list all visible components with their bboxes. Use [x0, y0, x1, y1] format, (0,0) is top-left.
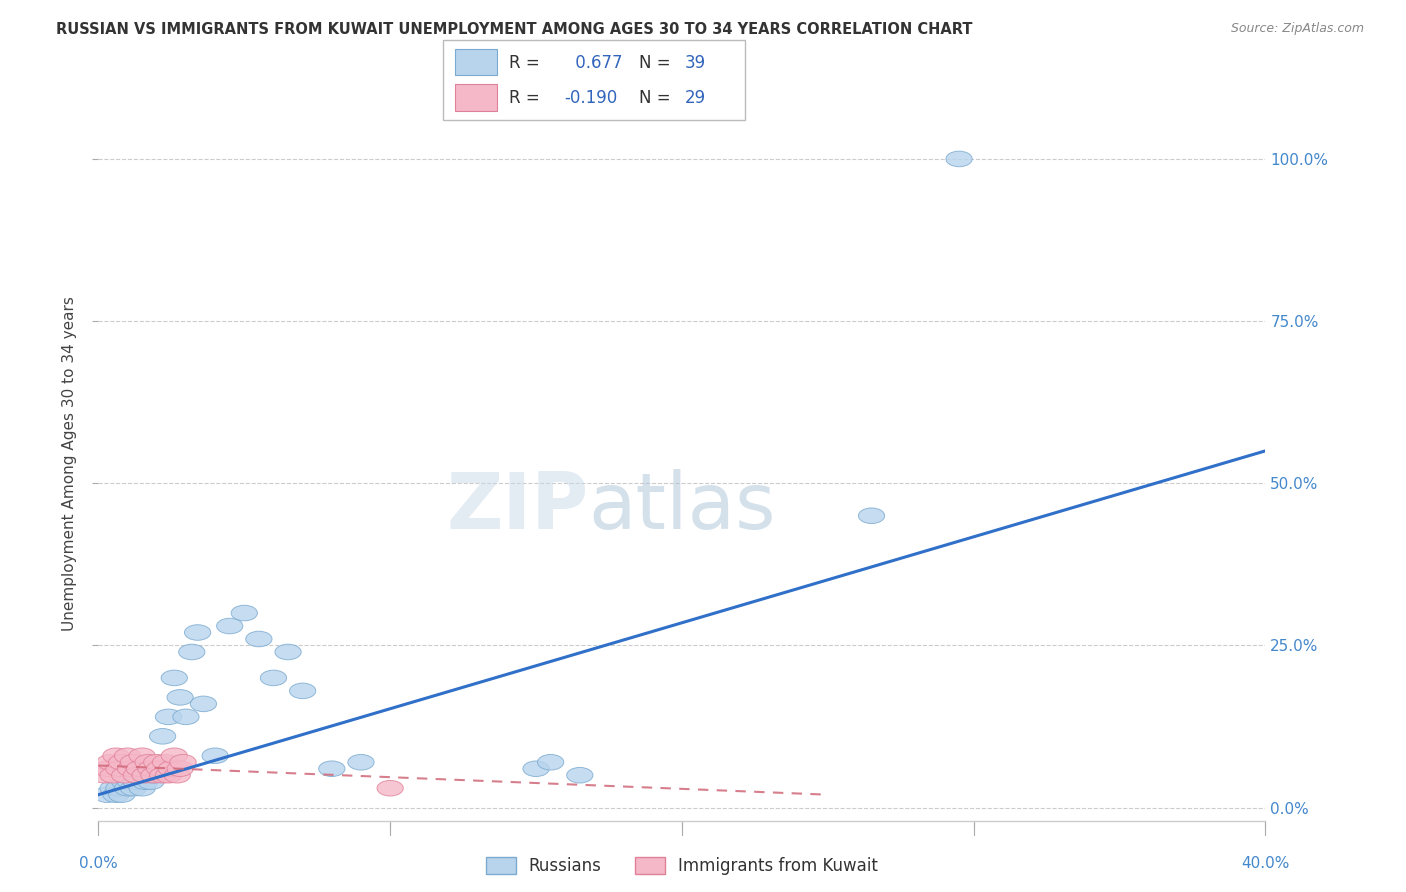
Ellipse shape: [97, 755, 124, 770]
Ellipse shape: [129, 748, 155, 764]
Ellipse shape: [523, 761, 550, 777]
Bar: [456, 49, 498, 76]
Ellipse shape: [190, 696, 217, 712]
Ellipse shape: [290, 683, 316, 698]
Ellipse shape: [132, 767, 159, 783]
Ellipse shape: [143, 761, 170, 777]
Bar: [456, 85, 498, 111]
Ellipse shape: [347, 755, 374, 770]
Ellipse shape: [117, 761, 143, 777]
Ellipse shape: [859, 508, 884, 524]
Ellipse shape: [165, 767, 190, 783]
Ellipse shape: [121, 780, 146, 796]
Ellipse shape: [537, 755, 564, 770]
Ellipse shape: [121, 755, 146, 770]
Ellipse shape: [946, 151, 972, 167]
Ellipse shape: [146, 761, 173, 777]
Ellipse shape: [135, 767, 162, 783]
Ellipse shape: [138, 774, 165, 789]
Text: 40.0%: 40.0%: [1241, 856, 1289, 871]
Ellipse shape: [100, 780, 127, 796]
Ellipse shape: [103, 787, 129, 803]
Legend: Russians, Immigrants from Kuwait: Russians, Immigrants from Kuwait: [477, 849, 887, 884]
Ellipse shape: [127, 761, 152, 777]
Ellipse shape: [260, 670, 287, 686]
Text: R =: R =: [509, 89, 546, 107]
Ellipse shape: [170, 755, 197, 770]
Ellipse shape: [167, 761, 193, 777]
Text: RUSSIAN VS IMMIGRANTS FROM KUWAIT UNEMPLOYMENT AMONG AGES 30 TO 34 YEARS CORRELA: RUSSIAN VS IMMIGRANTS FROM KUWAIT UNEMPL…: [56, 22, 973, 37]
Ellipse shape: [167, 690, 193, 706]
Ellipse shape: [246, 632, 271, 647]
Ellipse shape: [184, 624, 211, 640]
Ellipse shape: [155, 767, 181, 783]
Ellipse shape: [152, 755, 179, 770]
Ellipse shape: [129, 780, 155, 796]
Ellipse shape: [114, 780, 141, 796]
Ellipse shape: [141, 767, 167, 783]
Ellipse shape: [111, 767, 138, 783]
Ellipse shape: [217, 618, 243, 634]
Ellipse shape: [141, 767, 167, 783]
Ellipse shape: [159, 761, 184, 777]
Text: 0.0%: 0.0%: [79, 856, 118, 871]
Ellipse shape: [231, 606, 257, 621]
Ellipse shape: [124, 774, 149, 789]
Ellipse shape: [108, 787, 135, 803]
Y-axis label: Unemployment Among Ages 30 to 34 years: Unemployment Among Ages 30 to 34 years: [62, 296, 77, 632]
Text: atlas: atlas: [589, 468, 776, 545]
Ellipse shape: [276, 644, 301, 660]
Ellipse shape: [105, 780, 132, 796]
Text: 29: 29: [685, 89, 706, 107]
Ellipse shape: [105, 761, 132, 777]
Text: 39: 39: [685, 54, 706, 71]
Ellipse shape: [202, 748, 228, 764]
Ellipse shape: [179, 644, 205, 660]
Text: ZIP: ZIP: [446, 468, 589, 545]
Ellipse shape: [114, 748, 141, 764]
Ellipse shape: [108, 755, 135, 770]
Ellipse shape: [162, 670, 187, 686]
Ellipse shape: [567, 767, 593, 783]
Ellipse shape: [94, 761, 121, 777]
Ellipse shape: [138, 761, 165, 777]
Text: Source: ZipAtlas.com: Source: ZipAtlas.com: [1230, 22, 1364, 36]
Ellipse shape: [124, 767, 149, 783]
Ellipse shape: [100, 767, 127, 783]
Ellipse shape: [91, 767, 117, 783]
Ellipse shape: [103, 748, 129, 764]
Text: N =: N =: [640, 89, 676, 107]
Ellipse shape: [117, 774, 143, 789]
Ellipse shape: [162, 748, 187, 764]
Ellipse shape: [149, 767, 176, 783]
Text: -0.190: -0.190: [564, 89, 617, 107]
Ellipse shape: [149, 729, 176, 744]
Text: R =: R =: [509, 54, 546, 71]
Text: 0.677: 0.677: [569, 54, 623, 71]
Ellipse shape: [111, 774, 138, 789]
Ellipse shape: [127, 767, 152, 783]
Ellipse shape: [143, 755, 170, 770]
Ellipse shape: [377, 780, 404, 796]
Ellipse shape: [173, 709, 200, 724]
Ellipse shape: [155, 709, 181, 724]
Ellipse shape: [319, 761, 344, 777]
Text: N =: N =: [640, 54, 676, 71]
Ellipse shape: [135, 755, 162, 770]
Ellipse shape: [94, 787, 121, 803]
Ellipse shape: [132, 774, 159, 789]
